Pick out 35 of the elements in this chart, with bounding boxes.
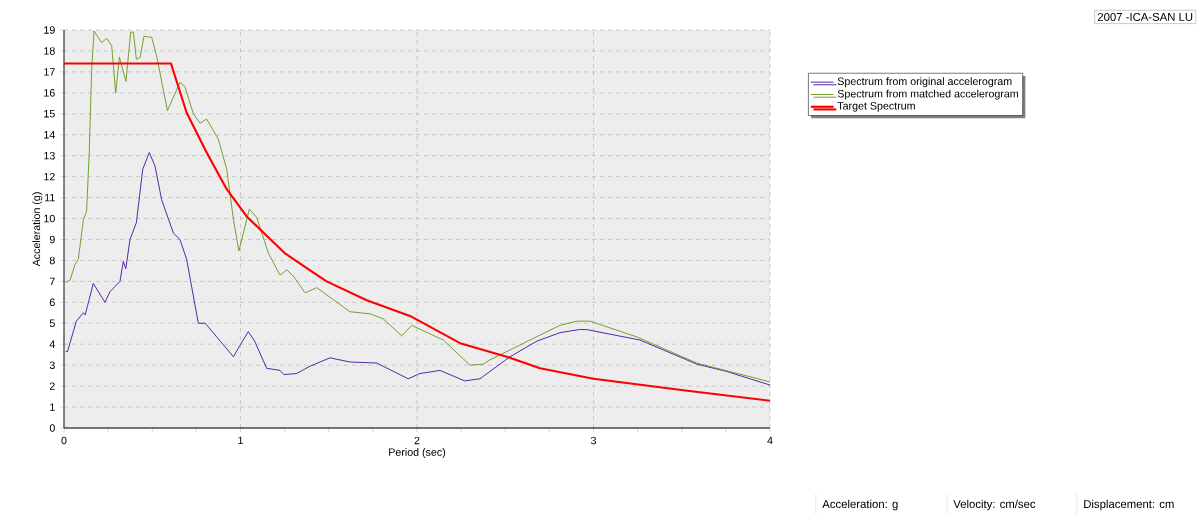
x-tick-label: 4 xyxy=(767,436,773,445)
x-tick-label: 1 xyxy=(238,436,243,445)
y-tick-label: 10 xyxy=(44,214,55,223)
y-tick-label: 19 xyxy=(44,26,55,34)
y-tick-label: 15 xyxy=(44,110,55,118)
y-tick-label: 18 xyxy=(44,47,55,55)
y-tick-label: 8 xyxy=(49,256,55,265)
y-tick-label: 0 xyxy=(49,424,55,432)
legend-label: Spectrum from matched accelerogram xyxy=(837,89,1018,100)
y-tick-label: 11 xyxy=(45,193,55,202)
y-tick-label: 16 xyxy=(44,89,55,97)
y-tick-label: 1 xyxy=(50,403,55,411)
y-axis-title: Acceleration (g) xyxy=(32,192,43,267)
legend-label: Spectrum from original accelerogram xyxy=(837,77,1012,88)
line-series xyxy=(65,152,771,386)
y-tick-label: 2 xyxy=(49,382,55,390)
y-tick-label: 17 xyxy=(44,68,55,76)
legend-label: Target Spectrum xyxy=(837,102,915,112)
y-tick-label: 6 xyxy=(49,298,55,307)
x-tick-label: 3 xyxy=(590,436,596,445)
y-tick-label: 3 xyxy=(49,361,55,369)
text: Displacement: cm xyxy=(1084,499,1174,511)
y-tick-label: 7 xyxy=(49,277,55,286)
x-tick-label: 0 xyxy=(61,436,67,445)
y-tick-label: 14 xyxy=(44,131,55,139)
y-tick-label: 5 xyxy=(49,319,55,327)
y-tick-label: 13 xyxy=(44,151,55,160)
text: Velocity: cm/sec xyxy=(953,499,1036,511)
y-tick-label: 12 xyxy=(44,172,55,181)
text: Acceleration: g xyxy=(822,499,898,511)
y-tick-label: 9 xyxy=(49,235,55,244)
y-tick-label: 4 xyxy=(49,340,55,348)
x-tick-label: 2 xyxy=(414,436,420,445)
x-axis-title: Period (sec) xyxy=(389,448,446,459)
text: 2007 -ICA-SAN LU xyxy=(1097,12,1193,21)
